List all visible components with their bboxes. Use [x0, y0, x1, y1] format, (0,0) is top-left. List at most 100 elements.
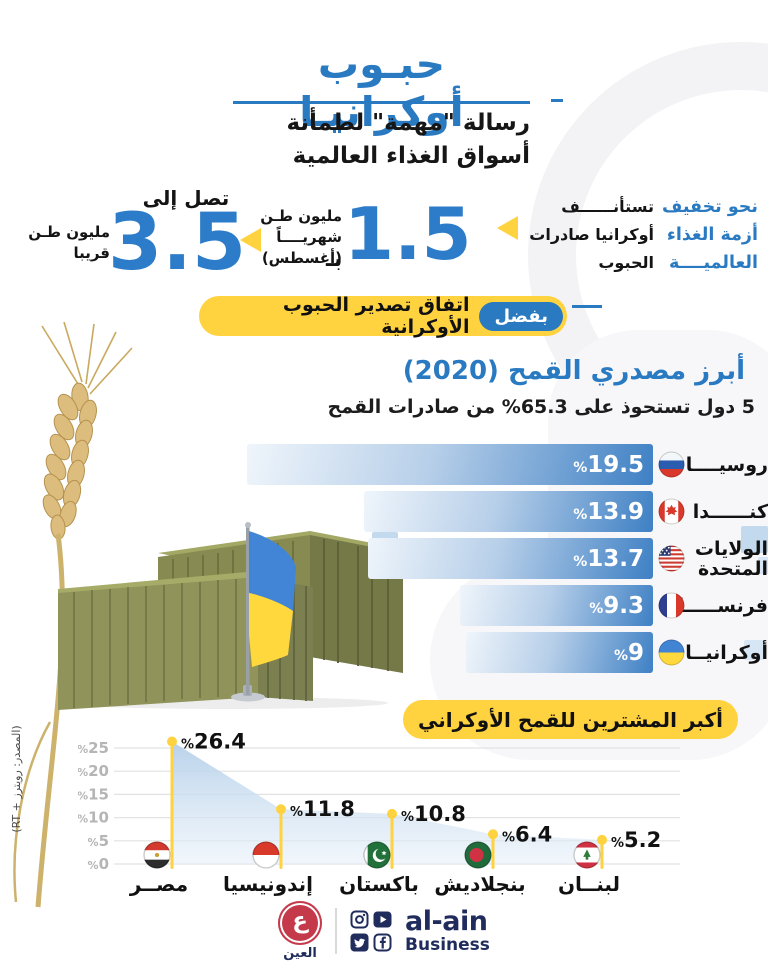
exporters-chart-title: أبرز مصدري القمح (2020): [402, 356, 745, 386]
flag-canada-icon: [658, 498, 685, 525]
badge-text: اتفاق تصدير الحبوب الأوكرانية: [282, 294, 470, 338]
stat-target-value: 3.5: [108, 198, 247, 288]
unit-line: مليون طـن: [260, 207, 342, 225]
stat-target-lead: تصل إلى: [142, 186, 230, 210]
exporter-bar: %19.5: [247, 444, 653, 485]
data-point: [276, 804, 286, 815]
unit-line: شهريــــاً: [276, 228, 342, 246]
lollipop-stick: [491, 833, 495, 869]
lead-row: أزمة الغذاء أوكرانيا صادرات: [528, 221, 758, 249]
exporter-country-label: أوكرانيــا: [685, 641, 768, 664]
badge-tag: بفضل: [479, 301, 563, 331]
youtube-icon: [373, 911, 392, 928]
page-subtitle: رسالة "مهمة" لطمأنة أسواق الغذاء العالمي…: [160, 107, 530, 173]
buyer-value: %11.8: [290, 797, 355, 821]
buyer-country-label: مصــر: [129, 872, 188, 896]
exporter-flag: [658, 639, 685, 666]
flag-bangladesh-icon: [464, 841, 492, 869]
brand-arabic-label: العين: [283, 946, 317, 961]
alain-logo: ع العين: [278, 901, 323, 961]
stat-target-unit: مليون طـن قريبا: [26, 222, 110, 264]
buyer-country-label: بنجلاديش: [434, 872, 525, 896]
data-point: [488, 829, 498, 840]
footer-brand-bar: ع العين al-ain Business: [0, 901, 768, 961]
exporter-flag: [658, 451, 685, 478]
lead-blue-3: العالميــــة: [668, 253, 758, 273]
exporter-value: %13.7: [573, 545, 644, 572]
flag-france-icon: [658, 592, 685, 619]
brand-en-label: al-ain: [405, 906, 488, 937]
lead-black-3: الحبوب: [598, 253, 654, 272]
exporter-value: %9: [613, 639, 644, 666]
exporter-value: %19.5: [573, 451, 644, 478]
data-point: [597, 834, 607, 845]
footer-divider: [335, 908, 338, 954]
exporters-chart-subtitle: 5 دول تستحوذ على 65.3% من صادرات القمح: [327, 396, 755, 418]
unit-line: قريبا: [73, 244, 110, 262]
stats-lead-text: نحو تخفيف تستأنــــــف أزمة الغذاء أوكرا…: [528, 193, 758, 277]
lead-black-2: أوكرانيا صادرات: [529, 225, 654, 244]
stat-monthly-prefix: بـ: [326, 246, 343, 272]
lead-blue-1: نحو تخفيف: [661, 197, 758, 217]
buyer-value: %6.4: [502, 822, 552, 846]
exporter-bar: %9.3: [460, 585, 653, 626]
unit-line: مليون طـن: [28, 223, 110, 241]
exporter-bar: %13.9: [364, 491, 653, 532]
subtitle-line-1: رسالة "مهمة" لطمأنة: [286, 110, 530, 136]
y-tick-label: %5: [88, 832, 109, 850]
y-tick-label: %15: [78, 785, 109, 803]
buyers-chart-title: أكبر المشترين للقمح الأوكراني: [403, 700, 738, 739]
reason-badge: بفضل اتفاق تصدير الحبوب الأوكرانية: [199, 294, 567, 338]
lollipop-stick: [170, 740, 174, 869]
exporter-row: روسيــــا %19.5: [0, 444, 768, 485]
exporter-country-label: الولايات المتحدة: [694, 537, 768, 580]
decor-square: [758, 557, 768, 574]
exporter-value: %9.3: [589, 592, 644, 619]
data-point: [167, 736, 177, 747]
flag-pakistan-icon: [363, 841, 391, 869]
exporter-bar: %9: [466, 632, 653, 673]
arrow-left-icon: [240, 228, 261, 252]
lead-row: العالميــــة الحبوب: [528, 249, 758, 277]
lollipop-stick: [600, 838, 604, 869]
exporter-flag: [658, 592, 685, 619]
exporter-row: الولايات المتحدة %13.7: [0, 538, 768, 579]
wheat-illustration: [13, 322, 133, 908]
flag-usa-icon: [658, 545, 685, 572]
flag-egypt-icon: [143, 841, 171, 869]
brand-sub-label: Business: [405, 935, 490, 955]
stat-monthly-value: 1.5: [344, 192, 472, 276]
lead-row: نحو تخفيف تستأنــــــف: [528, 193, 758, 221]
arrow-left-icon: [497, 216, 518, 240]
unit-line: (أغسطس): [261, 249, 342, 267]
buyers-area-chart: %0 %5 %10 %15 %20 %25 %26.4 مصــر %11.8 إندونيسيا…: [77, 730, 690, 912]
exporter-country-label: فرنســـــا: [677, 594, 768, 617]
exporter-country-label: كنــــــدا: [692, 500, 768, 523]
buyers-chart-svg: %0 %5 %10 %15 %20 %25 %26.4 مصــر %11.8 إندونيسيا…: [77, 730, 680, 896]
logo-glyph: ع: [292, 908, 308, 934]
title-underline: [233, 101, 530, 104]
flag-ukraine-icon: [658, 639, 685, 666]
y-tick-label: %0: [88, 855, 109, 873]
exporter-country-label: روسيــــا: [685, 453, 768, 476]
exporter-row: فرنســـــا %9.3: [0, 585, 768, 626]
brand-text: al-ain Business: [405, 908, 490, 954]
buyer-value: %10.8: [401, 802, 466, 826]
data-point: [387, 808, 397, 819]
decor-square: [741, 526, 768, 553]
flag-lebanon-icon: [573, 841, 601, 869]
exporter-flag: [658, 498, 685, 525]
stat-monthly-unit: مليون طـن شهريــــاً (أغسطس): [258, 206, 342, 269]
exporter-bar: %13.7: [368, 538, 653, 579]
y-tick-label: %20: [78, 762, 109, 780]
y-tick-label: %10: [78, 809, 109, 827]
page-title: حبـوب أوكرانيـا: [299, 40, 464, 136]
y-tick-label: %25: [78, 739, 109, 757]
buyer-value: %26.4: [181, 733, 246, 754]
flag-russia-icon: [658, 451, 685, 478]
exporter-row: كنــــــدا %13.9: [0, 491, 768, 532]
lead-black-1: تستأنــــــف: [561, 197, 654, 216]
decor-square: [744, 640, 764, 660]
exporter-row: أوكرانيــا %9: [0, 632, 768, 673]
alain-logo-icon: ع: [278, 901, 323, 945]
